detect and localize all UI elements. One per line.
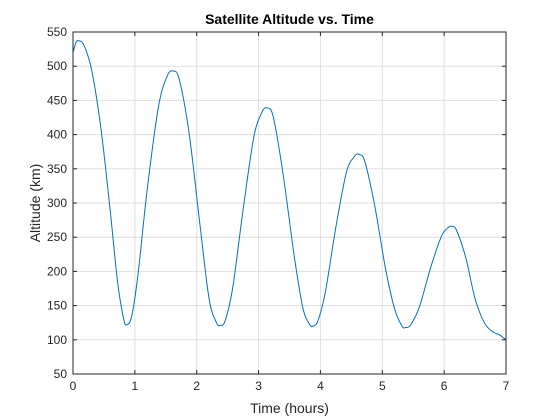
grid-lines: [72, 31, 507, 375]
y-tick-label: 50: [54, 367, 68, 381]
y-tick-label: 450: [47, 93, 67, 107]
x-tick-label: 4: [317, 379, 324, 393]
x-tick-label: 3: [255, 379, 262, 393]
y-axis-label: Altitude (km): [27, 164, 43, 243]
y-tick-label: 150: [47, 299, 67, 313]
x-tick-label: 1: [132, 379, 139, 393]
y-tick-label: 200: [47, 264, 67, 278]
y-tick-label: 400: [47, 128, 67, 142]
x-tick-label: 7: [503, 379, 510, 393]
y-tick-label: 550: [47, 25, 67, 39]
x-tick-label: 5: [379, 379, 386, 393]
chart-title: Satellite Altitude vs. Time: [205, 11, 374, 27]
x-axis-label: Time (hours): [250, 400, 329, 416]
y-tick-label: 300: [47, 196, 67, 210]
x-tick-label: 2: [193, 379, 200, 393]
y-tick-label: 500: [47, 59, 67, 73]
y-tick-label: 100: [47, 333, 67, 347]
y-tick-label: 250: [47, 230, 67, 244]
y-tick-label: 350: [47, 162, 67, 176]
x-tick-label: 0: [70, 379, 77, 393]
axis-ticks: [72, 31, 507, 375]
x-tick-label: 6: [441, 379, 448, 393]
altitude-series-line: [72, 40, 507, 341]
